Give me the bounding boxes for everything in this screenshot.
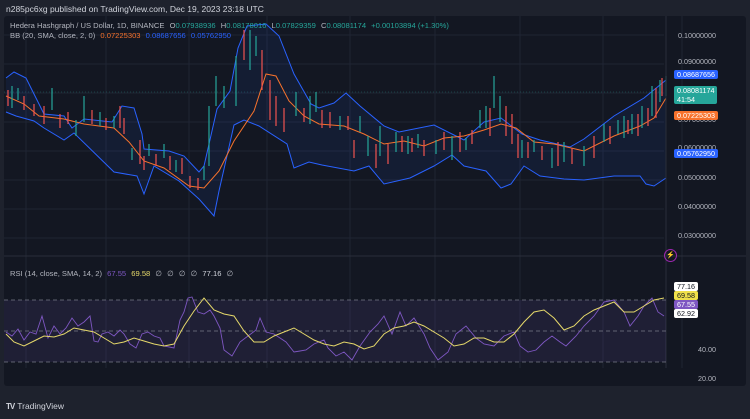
bb-lower-badge: 0.05762950 (674, 149, 718, 158)
bb-basis-badge: 0.07225303 (674, 111, 718, 120)
bb-title[interactable]: BB (20, SMA, close, 2, 0) (10, 31, 96, 40)
price-tick: 0.03000000 (678, 231, 716, 240)
price-tick: 0.09000000 (678, 57, 716, 66)
bb-basis-line (5, 73, 667, 189)
bb-fill (6, 24, 666, 216)
bb-upper-value: 0.08687656 (145, 31, 186, 40)
bar-countdown: 41:54 (677, 95, 695, 104)
high-value: 0.08178016 (226, 21, 267, 30)
rsi-line (5, 296, 665, 361)
bb-lower-line (5, 111, 667, 218)
rsi-bb-lower-badge: 62.92 (674, 309, 698, 318)
rsi-tick: 40.00 (698, 345, 716, 354)
chart-canvas[interactable]: 0.10000000 0.09000000 0.07000000 0.06000… (4, 16, 746, 386)
rsi-badge: 67.55 (674, 300, 698, 309)
rsi-bb-upper-badge: 77.16 (674, 282, 698, 291)
rsi-ma-line (5, 297, 665, 350)
price-tick: 0.10000000 (678, 31, 716, 40)
rsi-ma-value: 69.58 (131, 269, 151, 278)
symbol-title[interactable]: Hedera Hashgraph / US Dollar, 1D, BINANC… (10, 21, 165, 30)
bb-upper-badge: 0.08687656 (674, 70, 718, 79)
low-value: 0.07829359 (275, 21, 316, 30)
last-price: 0.08081174 (677, 86, 715, 95)
grid-lines (4, 16, 683, 368)
tradingview-logo-icon[interactable]: TV (6, 401, 15, 411)
close-value: 0.08081174 (326, 21, 367, 30)
rsi-title[interactable]: RSI (14, close, SMA, 14, 2) (10, 269, 103, 278)
change-value: +0.00103894 (+1.30%) (371, 21, 449, 30)
bb-basis-value: 0.07225303 (100, 31, 141, 40)
publisher-line: n285pc6xg published on TradingView.com, … (6, 4, 264, 14)
chart-frame[interactable]: Hedera Hashgraph / US Dollar, 1D, BINANC… (4, 16, 746, 386)
lightning-icon[interactable]: ⚡ (664, 249, 677, 262)
rsi-upper-value: 77.16 (202, 269, 222, 278)
bb-upper-line (5, 23, 667, 173)
rsi-legend: RSI (14, close, SMA, 14, 2) 67.55 69.58 … (10, 269, 234, 278)
bb-lower-value: 0.05762950 (190, 31, 232, 40)
brand-name[interactable]: TradingView (17, 401, 65, 411)
rsi-tick: 20.00 (698, 374, 716, 383)
price-axis: 0.10000000 0.09000000 0.07000000 0.06000… (678, 31, 716, 383)
footer: TV TradingView (6, 401, 64, 411)
rsi-value: 67.55 (107, 269, 127, 278)
candles (7, 30, 667, 190)
ohlc-legend: Hedera Hashgraph / US Dollar, 1D, BINANC… (10, 21, 449, 30)
open-value: 0.07938936 (175, 21, 216, 30)
price-tick: 0.05000000 (678, 173, 716, 182)
rsi-ma-badge: 69.58 (674, 291, 698, 300)
price-tick: 0.04000000 (678, 202, 716, 211)
bb-legend: BB (20, SMA, close, 2, 0) 0.07225303 0.0… (10, 31, 449, 41)
price-tick: 0.06000000 (678, 143, 716, 152)
last-price-badge: 0.08081174 41:54 (674, 86, 718, 104)
main-legend: Hedera Hashgraph / US Dollar, 1D, BINANC… (10, 21, 449, 41)
